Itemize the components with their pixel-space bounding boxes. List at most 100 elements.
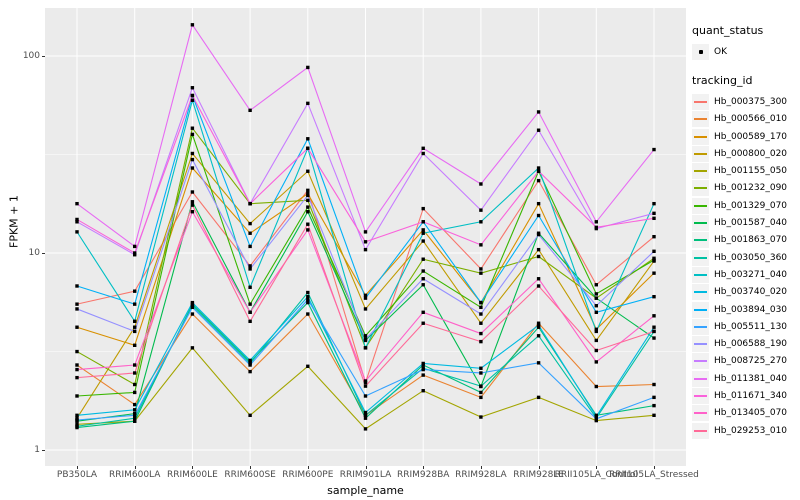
- point-marker-icon: [698, 49, 703, 54]
- data-point: [479, 395, 483, 400]
- data-point: [248, 369, 252, 374]
- data-point: [133, 343, 137, 347]
- data-point: [248, 302, 252, 306]
- legend-key: [692, 387, 709, 404]
- data-point: [536, 254, 541, 259]
- data-point: [133, 413, 137, 418]
- data-point: [536, 166, 541, 170]
- data-point: [652, 271, 656, 275]
- data-point: [133, 408, 137, 412]
- data-point: [479, 415, 483, 419]
- data-point: [248, 264, 252, 268]
- x-tick-label: RRIM928LA: [455, 470, 507, 480]
- x-tick-label: RRII105LA_Stressed: [609, 470, 699, 480]
- legend-item-label: Hb_000589_170: [714, 131, 788, 142]
- data-point: [594, 296, 598, 300]
- data-point: [190, 166, 195, 170]
- data-point: [190, 200, 195, 204]
- data-point: [479, 271, 483, 275]
- y-tick: [42, 253, 45, 254]
- legend-item: Hb_008725_270: [692, 353, 798, 370]
- x-tick-label: RRIM928LE: [513, 470, 564, 480]
- data-point: [190, 126, 195, 130]
- data-point: [479, 305, 483, 310]
- data-point: [536, 284, 541, 288]
- data-point: [421, 321, 425, 325]
- data-point: [421, 367, 425, 372]
- data-point: [536, 213, 541, 218]
- data-point: [479, 267, 483, 271]
- line-swatch-icon: [694, 360, 707, 363]
- data-point: [652, 201, 656, 206]
- data-point: [306, 297, 310, 302]
- data-point: [306, 198, 310, 203]
- x-tick: [423, 466, 425, 469]
- data-point: [479, 321, 483, 325]
- data-point: [75, 375, 79, 380]
- line-swatch-icon: [694, 239, 707, 242]
- data-point: [536, 232, 541, 237]
- data-point: [421, 361, 425, 366]
- legend-item: Hb_003894_030: [692, 301, 798, 318]
- data-point: [363, 379, 368, 383]
- legend-item-label: Hb_001232_090: [714, 183, 788, 194]
- data-point: [306, 65, 310, 70]
- x-tick-label: RRIM600LE: [166, 470, 218, 480]
- data-point: [479, 182, 483, 186]
- data-point: [306, 193, 310, 198]
- data-point: [479, 243, 483, 247]
- data-point: [652, 395, 656, 400]
- data-point: [190, 98, 195, 102]
- legend-item: Hb_000566_010: [692, 111, 798, 128]
- legend-item: Hb_003740_020: [692, 284, 798, 301]
- data-point: [594, 360, 598, 364]
- data-point: [75, 302, 79, 306]
- data-point: [594, 329, 598, 334]
- x-tick: [192, 466, 194, 469]
- data-point: [248, 221, 252, 226]
- data-point: [652, 216, 656, 221]
- data-point: [133, 329, 137, 334]
- legend-item: Hb_001329_070: [692, 197, 798, 214]
- data-point: [652, 147, 656, 152]
- data-point: [363, 384, 368, 388]
- data-point: [248, 267, 252, 271]
- data-point: [594, 327, 598, 331]
- data-point: [363, 230, 368, 234]
- data-point: [75, 230, 79, 234]
- data-point: [306, 364, 310, 368]
- data-point: [75, 220, 79, 224]
- line-swatch-icon: [694, 170, 707, 173]
- data-point: [248, 231, 252, 235]
- data-point: [652, 295, 656, 299]
- legend-key: [692, 215, 709, 232]
- data-point: [421, 269, 425, 273]
- data-point: [248, 358, 252, 363]
- data-point: [190, 151, 195, 156]
- data-point: [421, 206, 425, 211]
- data-point: [75, 424, 79, 428]
- legend-item: Hb_001587_040: [692, 214, 798, 232]
- legend-key: [692, 145, 709, 162]
- line-swatch-icon: [694, 394, 707, 397]
- data-point: [190, 312, 195, 316]
- chart-canvas: [45, 8, 686, 466]
- data-point: [536, 334, 541, 338]
- legend-tracking-items: Hb_000375_300 Hb_000566_010 Hb_000589_170 H…: [692, 93, 798, 439]
- data-point: [248, 319, 252, 324]
- data-point: [479, 331, 483, 336]
- y-axis-title: FPKM + 1: [8, 195, 21, 248]
- data-point: [133, 253, 137, 257]
- legend-item: Hb_013405_070: [692, 405, 798, 422]
- legend-item-label: Hb_001329_070: [714, 200, 788, 211]
- legend-item: Hb_005511_130: [692, 318, 798, 335]
- data-point: [421, 310, 425, 315]
- line-swatch-icon: [694, 429, 707, 432]
- legend-item: Hb_000589_170: [692, 128, 798, 145]
- legend-item: Hb_001863_070: [692, 232, 798, 249]
- data-point: [306, 295, 310, 299]
- legend: quant_status OK tracking_id Hb_000375_30…: [692, 24, 798, 439]
- legend-key: [692, 93, 709, 110]
- legend-item-label: Hb_011381_040: [714, 373, 788, 384]
- data-point: [536, 325, 541, 329]
